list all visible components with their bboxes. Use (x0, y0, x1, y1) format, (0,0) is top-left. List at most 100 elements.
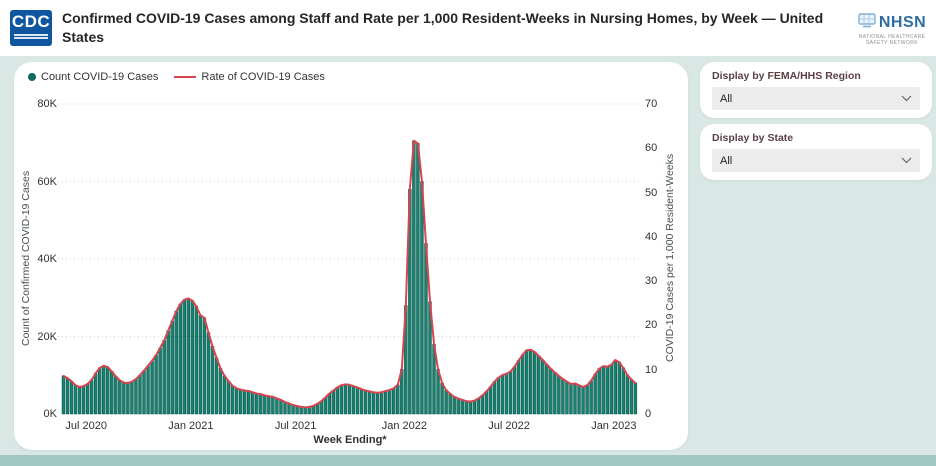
bar[interactable] (154, 354, 158, 415)
bar[interactable] (279, 399, 283, 415)
bar[interactable] (102, 365, 106, 415)
bar[interactable] (492, 381, 497, 415)
bar[interactable] (178, 304, 182, 415)
bar[interactable] (464, 400, 468, 415)
bar[interactable] (573, 383, 577, 415)
bar[interactable] (545, 364, 549, 415)
bar[interactable] (468, 401, 472, 415)
legend-item-rate[interactable]: Rate of COVID-19 Cases (174, 71, 325, 83)
bar[interactable] (609, 364, 613, 415)
bar[interactable] (93, 373, 98, 415)
bar[interactable] (222, 375, 227, 415)
bar[interactable] (585, 385, 589, 415)
bar[interactable] (110, 371, 114, 415)
bar[interactable] (460, 399, 464, 415)
bar[interactable] (537, 355, 541, 415)
bar[interactable] (613, 359, 617, 415)
bar[interactable] (303, 407, 307, 415)
bar[interactable] (581, 386, 585, 415)
bar[interactable] (146, 365, 150, 415)
bar[interactable] (170, 320, 174, 415)
bar[interactable] (367, 391, 372, 415)
bar[interactable] (319, 400, 323, 415)
bar[interactable] (379, 392, 384, 415)
bar[interactable] (283, 401, 287, 415)
bar[interactable] (448, 393, 452, 415)
bar[interactable] (234, 388, 239, 415)
bar[interactable] (162, 340, 166, 415)
bar[interactable] (388, 389, 392, 415)
bar[interactable] (299, 406, 303, 415)
bar[interactable] (85, 383, 90, 415)
bar[interactable] (323, 397, 327, 415)
bar[interactable] (206, 332, 211, 415)
bar[interactable] (122, 382, 126, 415)
bar[interactable] (81, 385, 86, 415)
bar[interactable] (524, 350, 529, 415)
bar[interactable] (65, 377, 70, 415)
bar[interactable] (142, 370, 146, 415)
bar[interactable] (484, 391, 489, 415)
bar[interactable] (295, 406, 299, 415)
bar[interactable] (73, 385, 78, 415)
bar[interactable] (190, 300, 195, 415)
bar[interactable] (118, 380, 122, 415)
bar[interactable] (412, 140, 416, 415)
bar[interactable] (69, 381, 74, 415)
bar[interactable] (339, 385, 344, 415)
bar[interactable] (533, 351, 537, 415)
bar[interactable] (553, 372, 557, 415)
chart-plot[interactable] (50, 96, 650, 426)
bar[interactable] (275, 398, 279, 415)
bar[interactable] (166, 330, 170, 415)
bar[interactable] (186, 298, 191, 415)
bar[interactable] (251, 392, 255, 415)
bar[interactable] (444, 389, 448, 415)
bar[interactable] (528, 349, 533, 415)
bar[interactable] (605, 366, 609, 415)
bar[interactable] (202, 317, 207, 415)
bar[interactable] (77, 386, 82, 415)
bar[interactable] (61, 375, 66, 415)
bar[interactable] (355, 387, 360, 415)
bar[interactable] (255, 393, 259, 415)
bar[interactable] (512, 366, 517, 415)
bar[interactable] (327, 393, 332, 415)
bar[interactable] (416, 143, 420, 415)
bar[interactable] (549, 368, 553, 415)
bar[interactable] (476, 398, 481, 415)
bar[interactable] (440, 382, 444, 415)
bar[interactable] (259, 393, 263, 415)
bar[interactable] (230, 385, 235, 415)
bar[interactable] (214, 357, 219, 415)
bar[interactable] (106, 366, 110, 415)
state-dropdown[interactable]: All (712, 149, 920, 172)
bar[interactable] (392, 388, 396, 415)
bar[interactable] (541, 359, 545, 415)
bar[interactable] (363, 390, 368, 415)
bar[interactable] (247, 390, 251, 415)
bar[interactable] (375, 392, 380, 415)
bar[interactable] (629, 379, 634, 415)
bar[interactable] (347, 384, 352, 415)
bar[interactable] (561, 378, 565, 415)
bar[interactable] (359, 388, 364, 415)
bar[interactable] (480, 395, 485, 415)
bar[interactable] (198, 314, 203, 415)
bar[interactable] (138, 375, 142, 415)
bar[interactable] (621, 367, 626, 415)
bar[interactable] (565, 381, 569, 415)
bar[interactable] (335, 387, 340, 415)
bar[interactable] (331, 390, 336, 415)
bar[interactable] (625, 374, 630, 415)
bar[interactable] (593, 373, 597, 415)
bar[interactable] (114, 376, 118, 415)
bar[interactable] (174, 311, 178, 415)
bar[interactable] (243, 390, 247, 415)
bar[interactable] (589, 380, 593, 415)
bar[interactable] (488, 386, 493, 415)
bar[interactable] (238, 389, 243, 415)
bar[interactable] (633, 382, 638, 415)
bar[interactable] (617, 361, 622, 415)
bar[interactable] (98, 367, 102, 415)
